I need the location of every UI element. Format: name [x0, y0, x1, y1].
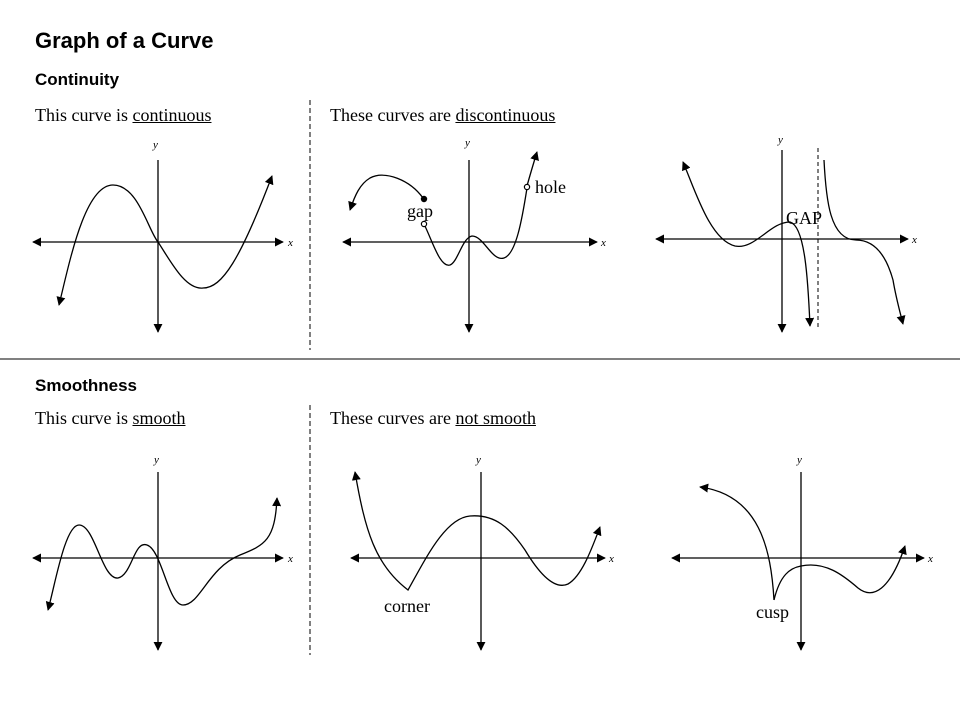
- gap-label: gap: [407, 201, 433, 221]
- corner-label: corner: [384, 596, 430, 616]
- gap-graph-middle-branch: [423, 187, 528, 266]
- asymptote-gap-label: GAP: [786, 208, 822, 228]
- not-smooth-term: not smooth: [455, 408, 536, 428]
- gap-graph-left-branch: [348, 174, 424, 211]
- discontinuous-term: discontinuous: [455, 105, 556, 125]
- discontinuous-caption-prefix: These curves are: [330, 105, 456, 125]
- cusp-graph-x-label: x: [927, 553, 933, 565]
- continuous-curve: [56, 175, 274, 306]
- continuous-caption-prefix: This curve is: [35, 105, 133, 125]
- smooth-curve: [45, 497, 282, 611]
- asymptote-graph-x-label: x: [911, 234, 917, 246]
- corner-curve: [351, 471, 602, 591]
- gap-graph-x-label: x: [600, 237, 606, 249]
- continuous-caption: This curve is continuous: [35, 105, 211, 126]
- cusp-left-branch: [699, 483, 775, 601]
- gap-open-dot: [420, 220, 428, 228]
- gap-graph-right-branch: [526, 151, 539, 187]
- not-smooth-caption: These curves are not smooth: [330, 408, 536, 429]
- continuous-x-label: x: [287, 237, 293, 249]
- continuous-term: continuous: [132, 105, 212, 125]
- smooth-caption: This curve is smooth: [35, 408, 186, 429]
- corner-graph-y-label: y: [475, 454, 481, 466]
- asymptote-graph-y-label: y: [777, 134, 783, 146]
- gap-graph-y-label: y: [464, 137, 470, 149]
- hole-label: hole: [535, 177, 566, 197]
- smooth-x-label: x: [287, 553, 293, 565]
- hole-open-dot: [523, 183, 531, 191]
- corner-graph-x-label: x: [608, 553, 614, 565]
- discontinuous-caption: These curves are discontinuous: [330, 105, 555, 126]
- asymptote-right-branch: [823, 159, 906, 325]
- smoothness-heading: Smoothness: [35, 376, 138, 395]
- gap-filled-dot: [420, 195, 428, 203]
- continuous-y-label: y: [152, 139, 158, 151]
- smooth-caption-prefix: This curve is: [35, 408, 133, 428]
- smooth-y-label: y: [153, 454, 159, 466]
- continuity-heading: Continuity: [35, 70, 120, 89]
- smooth-term: smooth: [132, 408, 186, 428]
- cusp-right-branch: [773, 545, 907, 601]
- page-title: Graph of a Curve: [35, 28, 214, 53]
- cusp-label: cusp: [756, 602, 789, 622]
- cusp-graph-y-label: y: [796, 454, 802, 466]
- not-smooth-caption-prefix: These curves are: [330, 408, 456, 428]
- asymptote-left-branch: [682, 161, 815, 327]
